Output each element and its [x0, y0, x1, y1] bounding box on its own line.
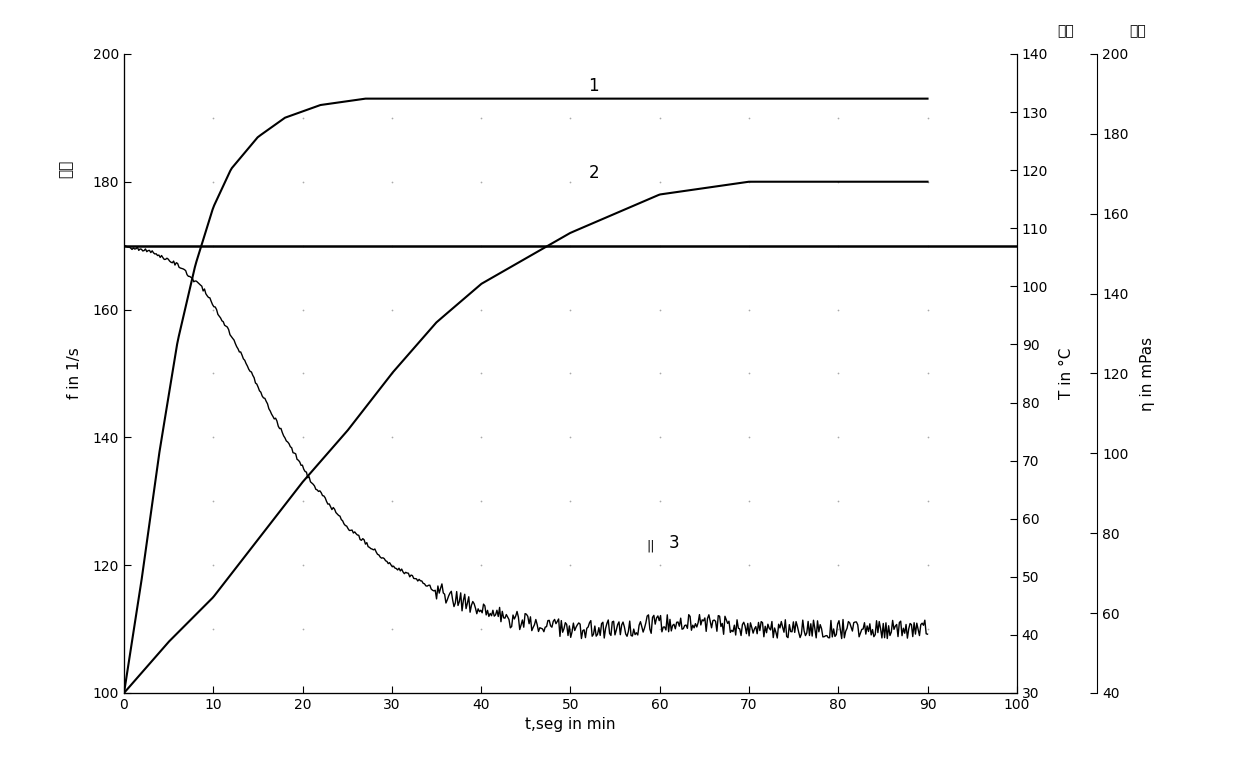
Text: 粘度: 粘度	[1128, 24, 1146, 38]
Text: 3: 3	[668, 534, 680, 552]
Y-axis label: η in mPas: η in mPas	[1140, 336, 1154, 410]
Text: 2: 2	[588, 164, 599, 182]
Text: ||: ||	[647, 540, 655, 552]
Text: 温度: 温度	[1058, 24, 1074, 38]
Text: 1: 1	[588, 78, 599, 95]
X-axis label: t,seg in min: t,seg in min	[526, 718, 615, 732]
Y-axis label: f in 1/s: f in 1/s	[67, 347, 82, 400]
Y-axis label: T in °C: T in °C	[1059, 348, 1074, 399]
Text: 转速: 转速	[58, 160, 73, 178]
